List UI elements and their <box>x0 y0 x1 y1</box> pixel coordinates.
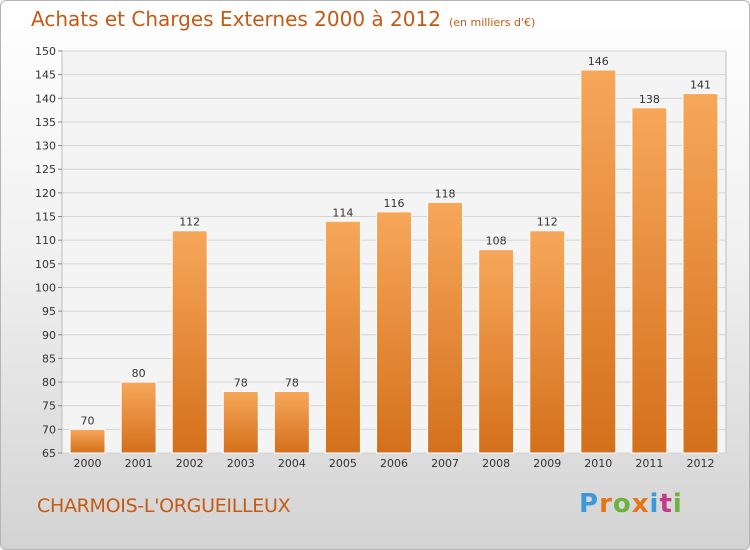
bar <box>171 230 208 454</box>
x-tick-label: 2000 <box>74 457 102 470</box>
logo-letter: o <box>612 489 632 519</box>
logo-letter: r <box>599 489 613 519</box>
data-label: 116 <box>384 197 405 210</box>
y-tick-label: 90 <box>42 329 56 342</box>
x-tick-label: 2006 <box>380 457 408 470</box>
bars <box>69 69 719 454</box>
y-tick-label: 125 <box>35 163 56 176</box>
y-tick-label: 135 <box>35 116 56 129</box>
logo-letter: i <box>672 489 683 519</box>
y-tick-label: 65 <box>42 447 56 460</box>
logo-letter: t <box>659 489 673 519</box>
x-tick-label: 2010 <box>584 457 612 470</box>
bar <box>631 107 668 454</box>
data-label: 141 <box>690 79 711 92</box>
x-tick-label: 2004 <box>278 457 306 470</box>
y-tick-label: 110 <box>35 234 56 247</box>
data-label: 118 <box>435 187 456 200</box>
bar <box>69 428 106 454</box>
y-tick-label: 140 <box>35 92 56 105</box>
data-labels: 70 80 112 78 78 114 116 118 108 112 146 138 141 <box>81 55 711 427</box>
chart-title-text: Achats et Charges Externes 2000 à 2012 <box>31 7 441 31</box>
y-tick-label: 150 <box>35 45 56 58</box>
x-axis: 2000 2001 2002 2003 2004 2005 2006 2007 2008 2009… <box>74 457 715 470</box>
y-tick-label: 120 <box>35 187 56 200</box>
data-label: 78 <box>285 377 299 390</box>
x-tick-label: 2002 <box>176 457 204 470</box>
data-label: 108 <box>486 235 507 248</box>
proxiti-logo: Proxiti <box>579 489 683 519</box>
data-label: 138 <box>639 93 660 106</box>
y-tick-label: 105 <box>35 258 56 271</box>
y-tick-label: 70 <box>42 423 56 436</box>
y-axis: 65 70 75 80 85 90 95 100 105 110 115 120 125 130 135 14… <box>35 45 62 460</box>
bar <box>580 69 617 454</box>
x-tick-label: 2003 <box>227 457 255 470</box>
y-tick-label: 100 <box>35 281 56 294</box>
data-label: 114 <box>332 206 353 219</box>
x-tick-label: 2005 <box>329 457 357 470</box>
data-label: 70 <box>81 414 95 427</box>
bar <box>222 391 259 454</box>
x-tick-label: 2007 <box>431 457 459 470</box>
data-label: 80 <box>132 367 146 380</box>
bar <box>120 381 157 454</box>
data-label: 112 <box>179 216 200 229</box>
data-label: 112 <box>537 216 558 229</box>
y-tick-label: 75 <box>42 400 56 413</box>
chart-subtitle: (en milliers d'€) <box>448 16 536 29</box>
y-tick-label: 95 <box>42 305 56 318</box>
x-tick-label: 2001 <box>125 457 153 470</box>
logo-letter: i <box>649 489 660 519</box>
bar <box>682 93 719 454</box>
bar <box>427 201 464 454</box>
y-tick-label: 130 <box>35 140 56 153</box>
logo-letter: x <box>631 489 650 519</box>
x-tick-label: 2008 <box>482 457 510 470</box>
chart-title: Achats et Charges Externes 2000 à 2012 (e… <box>31 7 535 31</box>
x-tick-label: 2009 <box>533 457 561 470</box>
data-label: 146 <box>588 55 609 68</box>
bar <box>376 211 412 454</box>
bar <box>529 230 566 454</box>
logo-letter: P <box>579 489 600 519</box>
bar <box>273 391 310 454</box>
y-tick-label: 145 <box>35 69 56 82</box>
y-tick-label: 85 <box>42 352 56 365</box>
y-tick-label: 80 <box>42 376 56 389</box>
data-label: 78 <box>234 377 248 390</box>
x-tick-label: 2012 <box>686 457 714 470</box>
place-name: CHARMOIS-L'ORGUEILLEUX <box>37 495 291 517</box>
bar <box>478 249 515 454</box>
x-tick-label: 2011 <box>635 457 663 470</box>
y-tick-label: 115 <box>35 211 56 224</box>
bar <box>324 220 361 454</box>
